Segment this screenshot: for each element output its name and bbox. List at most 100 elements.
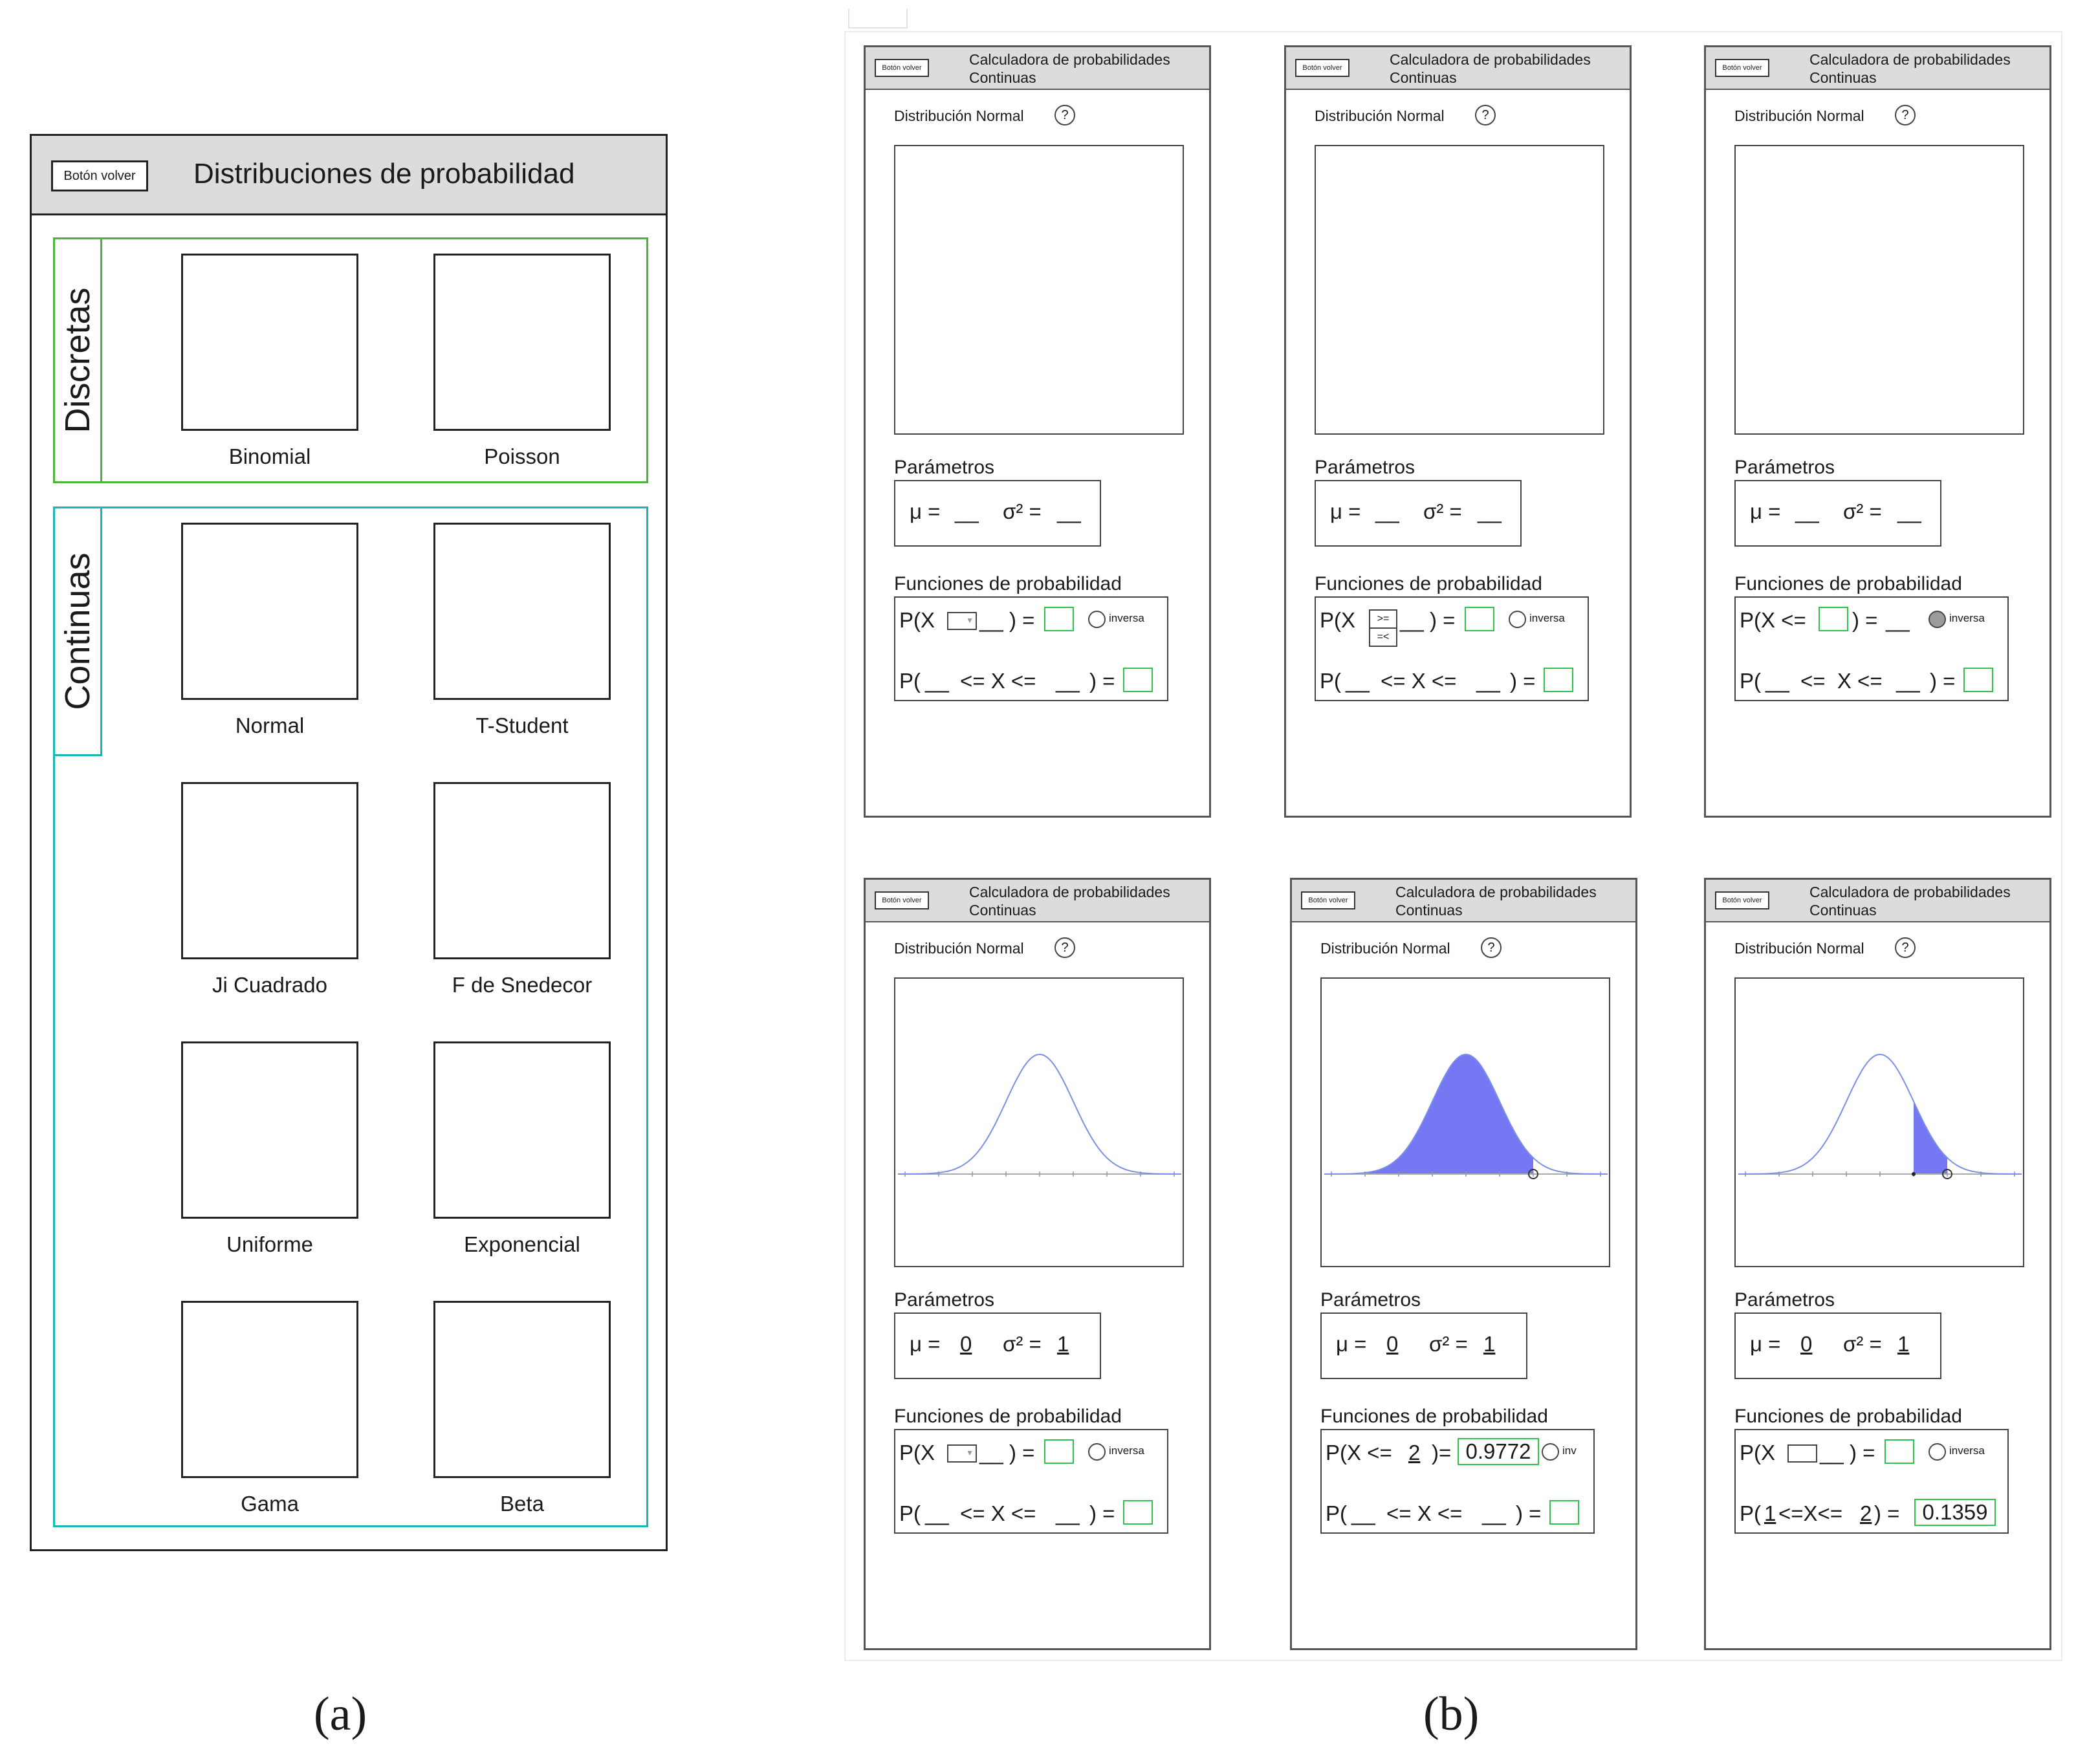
inverse-radio[interactable] <box>1542 1443 1559 1461</box>
back-button[interactable]: Botón volver <box>1715 891 1769 909</box>
cdf-x-input[interactable]: __ <box>979 608 1003 632</box>
cdf-equals: ) = <box>1430 608 1456 632</box>
help-icon[interactable]: ? <box>1054 937 1075 958</box>
cdf-probability-field[interactable] <box>1819 607 1848 631</box>
inverse-radio[interactable] <box>1088 611 1106 628</box>
sigma-input[interactable]: __ <box>1478 499 1502 523</box>
cdf-x-input[interactable]: __ <box>1820 1441 1844 1465</box>
density-plot <box>1734 977 2024 1267</box>
back-button[interactable]: Botón volver <box>51 160 148 191</box>
help-icon[interactable]: ? <box>1054 105 1075 125</box>
sigma-input[interactable]: 1 <box>1483 1332 1496 1356</box>
uniform-label: Uniforme <box>226 1232 313 1256</box>
cdf-x-input[interactable]: __ <box>979 1441 1003 1465</box>
params-label: Parámetros <box>894 1289 995 1311</box>
uniform-tile[interactable] <box>181 1041 358 1219</box>
interval-a-input[interactable]: __ <box>1346 669 1370 693</box>
back-button[interactable]: Botón volver <box>1301 891 1355 909</box>
interval-a-input[interactable]: __ <box>1351 1501 1375 1525</box>
interval-result-field[interactable] <box>1123 1500 1153 1525</box>
operator-dropdown[interactable]: ▼ <box>947 612 977 630</box>
cdf-result-field[interactable]: 0.9772 <box>1458 1438 1539 1465</box>
interval-result-field[interactable] <box>1549 1500 1579 1525</box>
operator-menu[interactable]: >= =< <box>1369 609 1397 647</box>
operator-dropdown[interactable] <box>1787 1444 1817 1463</box>
mu-input[interactable]: __ <box>1795 499 1819 523</box>
cdf-prefix: P(X <= <box>1740 608 1806 632</box>
interval-a-input[interactable]: __ <box>925 669 949 693</box>
back-button[interactable]: Botón volver <box>875 891 929 909</box>
mu-input[interactable]: __ <box>1375 499 1399 523</box>
beta-tile[interactable] <box>433 1301 611 1478</box>
back-button[interactable]: Botón volver <box>875 59 929 77</box>
cdf-result-field[interactable] <box>1044 1439 1074 1464</box>
interval-b-input[interactable]: __ <box>1896 669 1920 693</box>
calculator-screen-operator-menu: Botón volver Calculadora de probabilidad… <box>1284 45 1632 818</box>
cdf-result-field[interactable] <box>1885 1439 1914 1464</box>
sigma-input[interactable]: 1 <box>1897 1332 1910 1356</box>
mu-input[interactable]: 0 <box>1800 1332 1813 1356</box>
interval-result-field[interactable] <box>1963 668 1993 692</box>
interval-prefix: P( <box>1740 1501 1761 1525</box>
back-button[interactable]: Botón volver <box>1295 59 1349 77</box>
functions-label: Funciones de probabilidad <box>1734 573 1962 594</box>
calculator-title-line2: Continuas <box>969 902 1036 919</box>
interval-equals: ) = <box>1874 1501 1900 1525</box>
interval-prefix: P( <box>1326 1501 1347 1525</box>
operator-option-le[interactable]: =< <box>1377 631 1390 642</box>
mu-input[interactable]: 0 <box>1386 1332 1399 1356</box>
exponential-tile[interactable] <box>433 1041 611 1219</box>
interval-a-input[interactable]: __ <box>925 1501 949 1525</box>
page-title: Distribuciones de probabilidad <box>193 158 575 190</box>
inverse-radio[interactable] <box>1929 1443 1946 1461</box>
interval-equals: ) = <box>1516 1501 1542 1525</box>
interval-b-input[interactable]: 2 <box>1860 1501 1872 1525</box>
interval-equals: ) = <box>1930 669 1956 693</box>
lower-bound-marker[interactable] <box>1912 1172 1916 1176</box>
cdf-x-input[interactable]: 2 <box>1408 1441 1421 1465</box>
help-icon[interactable]: ? <box>1895 937 1916 958</box>
help-icon[interactable]: ? <box>1481 937 1502 958</box>
interval-result-field[interactable] <box>1544 668 1573 692</box>
poisson-tile[interactable] <box>433 254 611 431</box>
back-button[interactable]: Botón volver <box>1715 59 1769 77</box>
mu-input[interactable]: 0 <box>960 1332 972 1356</box>
interval-result-field[interactable]: 0.1359 <box>1914 1499 1996 1526</box>
exponential-label: Exponencial <box>464 1232 580 1256</box>
interval-b-input[interactable]: __ <box>1476 669 1500 693</box>
t-student-tile[interactable] <box>433 523 611 700</box>
cdf-result-field[interactable] <box>1465 607 1494 631</box>
inverse-radio-selected[interactable] <box>1929 611 1946 628</box>
sigma-input[interactable]: 1 <box>1057 1332 1069 1356</box>
interval-a-input[interactable]: __ <box>1765 669 1789 693</box>
interval-a-input[interactable]: 1 <box>1764 1501 1776 1525</box>
help-icon[interactable]: ? <box>1475 105 1496 125</box>
interval-b-input[interactable]: __ <box>1056 669 1080 693</box>
normal-tile[interactable] <box>181 523 358 700</box>
cdf-result-field[interactable] <box>1044 607 1074 631</box>
sigma-input[interactable]: __ <box>1057 499 1081 523</box>
interval-result-field[interactable] <box>1123 668 1153 692</box>
chi-square-tile[interactable] <box>181 782 358 959</box>
cdf-x-input[interactable]: __ <box>1400 608 1424 632</box>
help-icon[interactable]: ? <box>1895 105 1916 125</box>
f-snedecor-tile[interactable] <box>433 782 611 959</box>
sigma-input[interactable]: __ <box>1897 499 1921 523</box>
density-plot <box>1315 145 1604 435</box>
interval-b-input[interactable]: __ <box>1482 1501 1506 1525</box>
gamma-tile[interactable] <box>181 1301 358 1478</box>
x-point-marker[interactable] <box>1528 1169 1538 1179</box>
inverse-radio[interactable] <box>1088 1443 1106 1461</box>
interval-b-input[interactable]: __ <box>1056 1501 1080 1525</box>
operator-dropdown[interactable]: ▼ <box>947 1444 977 1463</box>
binomial-tile[interactable] <box>181 254 358 431</box>
interval-middle: <= X <= <box>960 669 1036 693</box>
upper-bound-marker[interactable] <box>1942 1169 1952 1179</box>
mu-input[interactable]: __ <box>955 499 979 523</box>
distribution-label: Distribución Normal <box>1320 940 1450 957</box>
inverse-label: inversa <box>1529 612 1565 624</box>
inverse-radio[interactable] <box>1509 611 1526 628</box>
chi-square-label: Ji Cuadrado <box>212 973 327 997</box>
operator-option-ge[interactable]: >= <box>1370 611 1396 629</box>
cdf-equals: ) = <box>1009 1441 1035 1465</box>
